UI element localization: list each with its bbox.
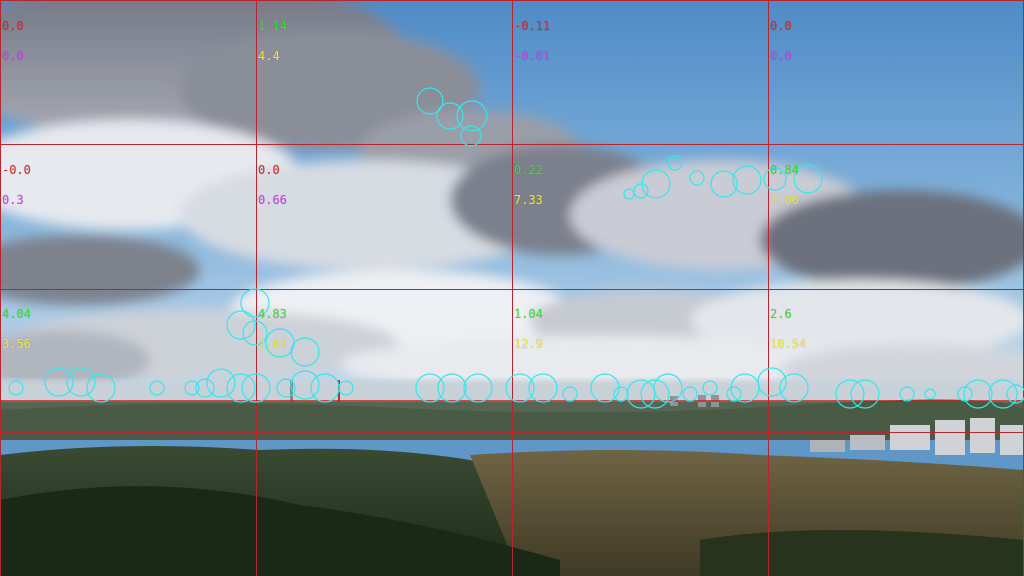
clouds [0, 0, 1024, 395]
feature-circle [437, 373, 467, 403]
cell-value-bottom: 3.56 [2, 337, 31, 351]
cell-value-bottom: 10.54 [770, 337, 807, 351]
feature-circle [290, 337, 320, 367]
feature-circle [682, 386, 698, 402]
feature-circle [184, 380, 200, 396]
feature-circle [528, 373, 558, 403]
feature-circle [562, 386, 578, 402]
feature-circle [463, 373, 493, 403]
feature-circle [641, 169, 671, 199]
feature-circle [505, 373, 535, 403]
feature-circle [226, 310, 256, 340]
cell-value-bottom: 0.0 [2, 49, 24, 63]
cell-value-bottom: 0.0 [770, 49, 792, 63]
feature-circle [924, 388, 936, 400]
cell-value-top: 2.6 [770, 307, 792, 321]
feature-circle [206, 368, 236, 398]
cell-value-top: 1.14 [258, 19, 287, 33]
cell-value-top: 4.83 [258, 307, 287, 321]
feature-circle [415, 373, 445, 403]
city-buildings [290, 380, 1024, 455]
feature-circle [793, 164, 823, 194]
feature-circle [702, 380, 718, 396]
cell-value-top: -0.11 [514, 19, 551, 33]
cell-value-top: 0.22 [514, 163, 543, 177]
foreground-trees [0, 486, 560, 576]
feature-circle [241, 373, 271, 403]
cell-value-bottom: 0.3 [2, 193, 24, 207]
feature-circle [436, 102, 464, 130]
cell-value-bottom: 0.66 [258, 193, 287, 207]
feature-circle [710, 170, 738, 198]
cell-value-top: 0.84 [770, 163, 799, 177]
cell-value-top: 4.04 [2, 307, 31, 321]
right-trees [700, 530, 1024, 576]
feature-circle [633, 183, 649, 199]
feature-circle [240, 288, 270, 318]
feature-circle [44, 367, 74, 397]
feature-circle [265, 328, 295, 358]
feature-circle [338, 380, 354, 396]
feature-circle [242, 320, 268, 346]
feature-circle [726, 386, 742, 402]
feature-circle [1006, 384, 1024, 404]
feature-circle [850, 379, 880, 409]
cell-value-bottom: 4.4 [258, 49, 280, 63]
feature-circle [899, 386, 915, 402]
feature-circle [689, 170, 705, 186]
feature-circle [456, 100, 488, 132]
feature-circle [963, 379, 993, 409]
feature-circle [732, 165, 762, 195]
cell-value-bottom: 2.62 [258, 337, 287, 351]
cell-value-bottom: -0.01 [514, 49, 551, 63]
feature-circle [460, 125, 482, 147]
cell-value-top: -0.0 [2, 163, 31, 177]
feature-circle [290, 370, 320, 400]
cell-value-bottom: 7.33 [514, 193, 543, 207]
feature-circle [613, 386, 629, 402]
feature-circles [8, 87, 1024, 409]
feature-circle [779, 373, 809, 403]
feature-circle [86, 373, 116, 403]
feature-circle [730, 373, 760, 403]
feature-circle [149, 380, 165, 396]
cell-value-top: 1.04 [514, 307, 543, 321]
feature-circle [623, 188, 635, 200]
feature-circle [988, 379, 1018, 409]
feature-circle [667, 155, 683, 171]
feature-circle [66, 367, 96, 397]
feature-circle [757, 367, 787, 397]
cell-value-top: 0.0 [258, 163, 280, 177]
feature-circle [276, 378, 296, 398]
feature-circle [8, 380, 24, 396]
feature-circle [226, 373, 256, 403]
feature-circle [763, 167, 787, 191]
cell-value-bottom: 12.9 [514, 337, 543, 351]
feature-circle [310, 373, 340, 403]
feature-circle [195, 378, 215, 398]
cell-value-top: 0.0 [770, 19, 792, 33]
feature-circle [590, 373, 620, 403]
feature-circle [957, 386, 973, 402]
feature-circle [416, 87, 444, 115]
cell-value-top: 0.0 [2, 19, 24, 33]
feature-circle [653, 373, 683, 403]
cell-value-bottom: 3.06 [770, 193, 799, 207]
feature-circle [640, 379, 670, 409]
feature-circle [835, 379, 865, 409]
